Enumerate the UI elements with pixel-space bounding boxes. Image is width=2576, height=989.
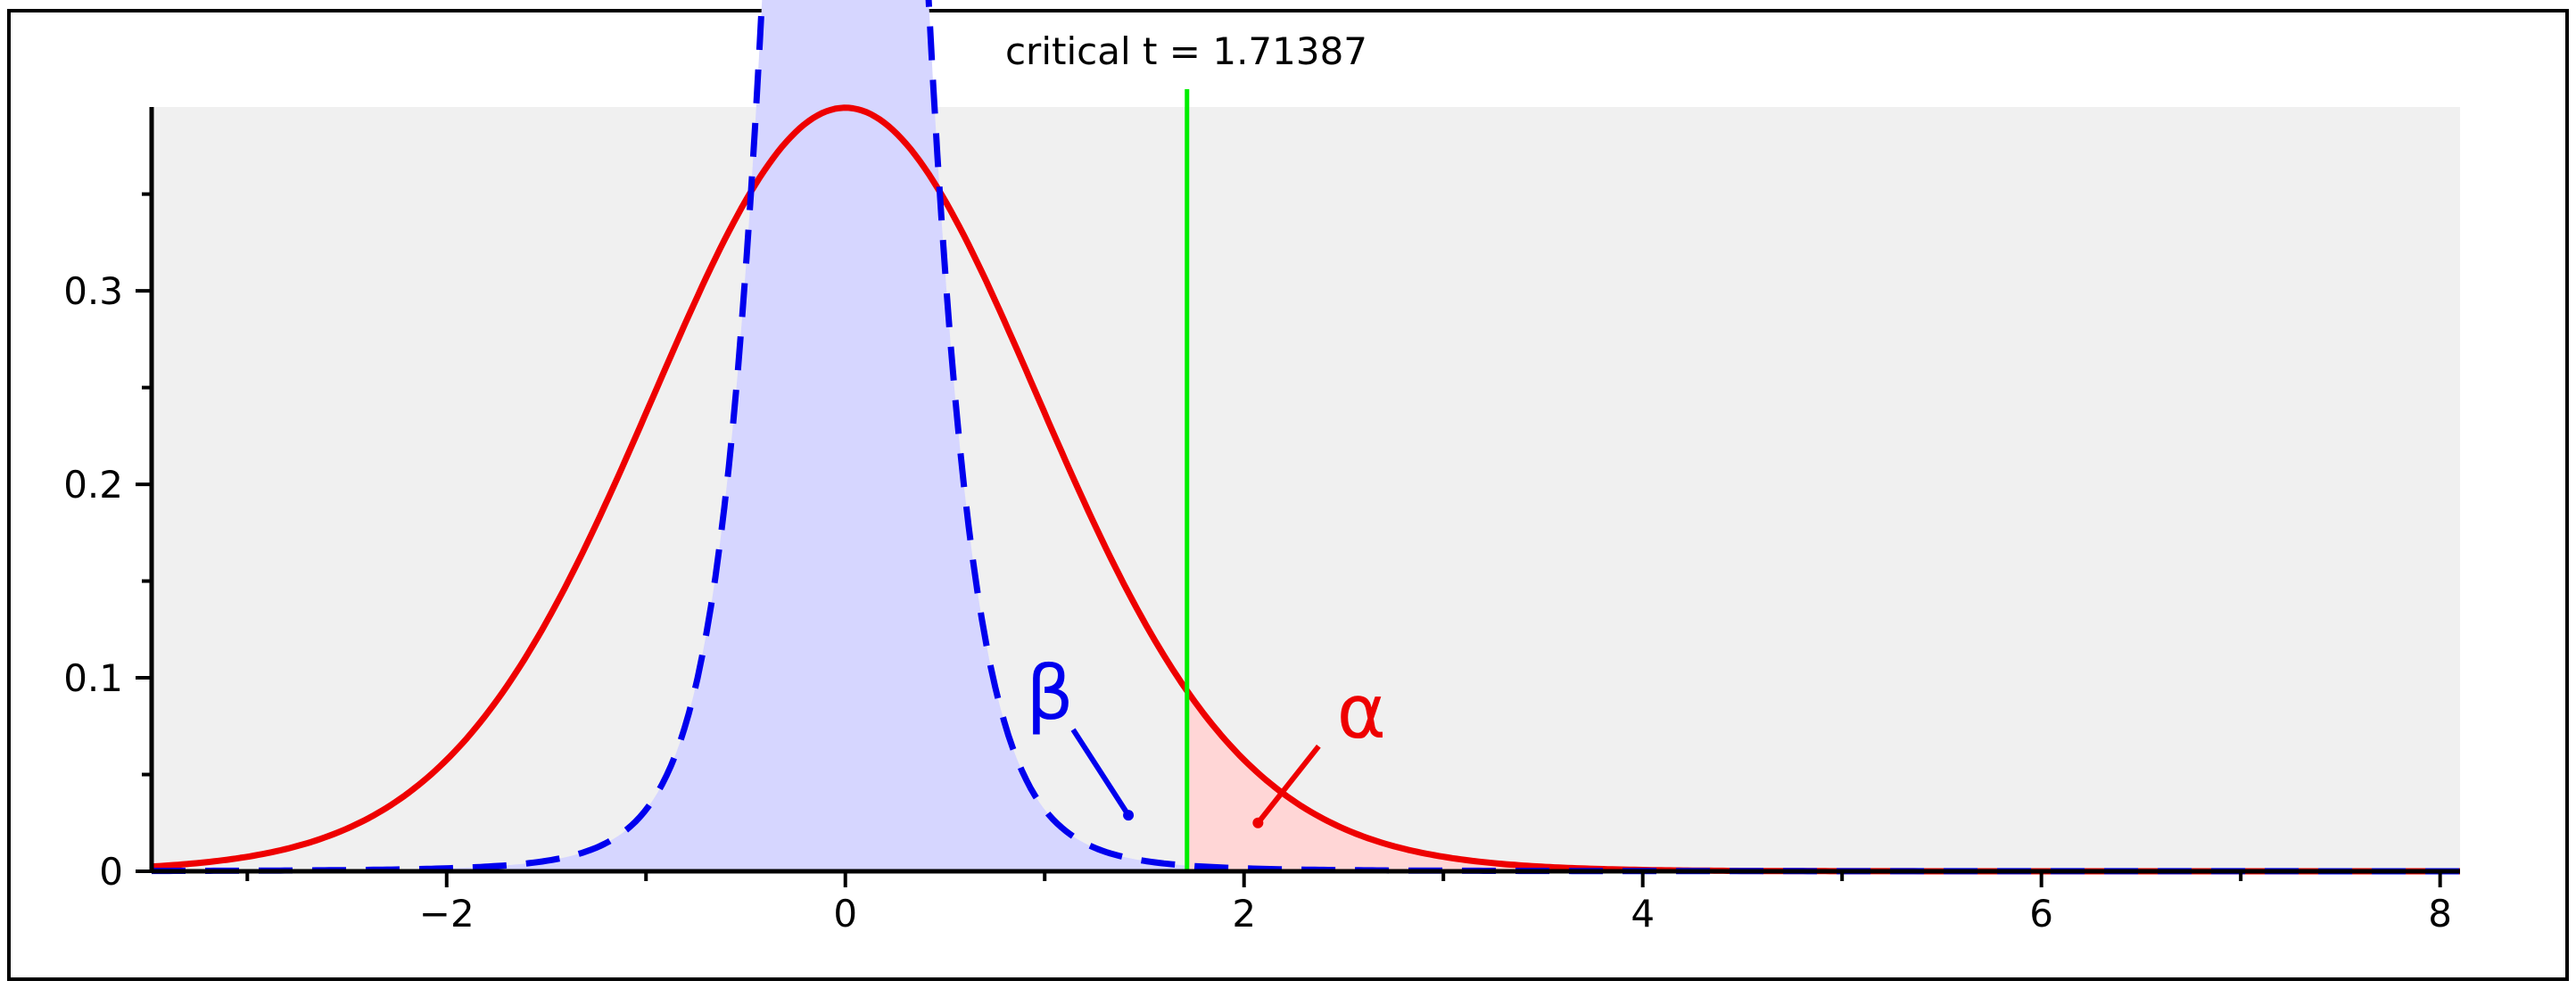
shaded-area-series-1 [1186, 690, 2460, 871]
shaded-area-series-2 [152, 0, 1187, 871]
annotations: β α [1026, 649, 1386, 828]
beta-label: β [1026, 649, 1074, 737]
plot-background [152, 107, 2460, 871]
shaded-areas [152, 0, 2460, 871]
x-tick-label: 6 [2029, 892, 2053, 935]
y-tick-label: 0.3 [63, 269, 123, 313]
alpha-leader-line [1256, 744, 1321, 825]
x-tick-label: 0 [833, 892, 857, 935]
axes: −2 0 2 4 6 8 0 0.1 0.2 0.3 [63, 107, 2460, 935]
x-tick-label: 4 [1631, 892, 1655, 935]
x-tick-label: −2 [419, 892, 475, 935]
alpha-label: α [1337, 668, 1386, 755]
y-tick-label: 0.2 [63, 463, 123, 507]
y-tick-label: 0.1 [63, 656, 123, 700]
x-tick-label: 2 [1232, 892, 1256, 935]
beta-leader-line [1070, 728, 1131, 817]
alpha-leader-dot [1252, 817, 1264, 828]
critical-t-label: critical t = 1.71387 [1005, 29, 1367, 73]
beta-leader-dot [1123, 810, 1135, 821]
x-tick-label: 8 [2428, 892, 2452, 935]
y-tick-label: 0 [99, 850, 123, 894]
